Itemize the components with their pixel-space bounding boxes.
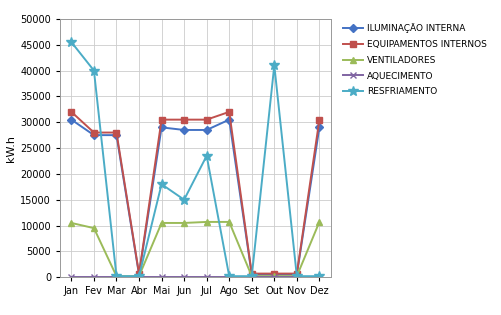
EQUIPAMENTOS INTERNOS — [181, 118, 187, 122]
AQUECIMENTO — [158, 275, 164, 278]
ILUMINAÇÃO INTERNA — [226, 118, 232, 122]
VENTILADORES — [113, 274, 119, 278]
Y-axis label: kW.h: kW.h — [6, 135, 16, 162]
RESFRIAMENTO — [158, 182, 164, 186]
EQUIPAMENTOS INTERNOS — [248, 272, 255, 276]
RESFRIAMENTO — [226, 274, 232, 278]
AQUECIMENTO — [317, 275, 323, 278]
AQUECIMENTO — [113, 275, 119, 278]
ILUMINAÇÃO INTERNA — [317, 125, 323, 129]
ILUMINAÇÃO INTERNA — [158, 125, 164, 129]
EQUIPAMENTOS INTERNOS — [68, 110, 74, 114]
VENTILADORES — [317, 220, 323, 224]
ILUMINAÇÃO INTERNA — [181, 128, 187, 132]
RESFRIAMENTO — [113, 274, 119, 278]
Line: VENTILADORES: VENTILADORES — [68, 218, 323, 280]
RESFRIAMENTO — [248, 274, 255, 278]
EQUIPAMENTOS INTERNOS — [317, 118, 323, 122]
RESFRIAMENTO — [317, 274, 323, 278]
ILUMINAÇÃO INTERNA — [113, 133, 119, 137]
AQUECIMENTO — [203, 275, 210, 278]
RESFRIAMENTO — [181, 198, 187, 202]
ILUMINAÇÃO INTERNA — [248, 273, 255, 277]
EQUIPAMENTOS INTERNOS — [158, 118, 164, 122]
RESFRIAMENTO — [294, 274, 300, 278]
VENTILADORES — [68, 221, 74, 225]
AQUECIMENTO — [226, 275, 232, 278]
ILUMINAÇÃO INTERNA — [68, 118, 74, 122]
ILUMINAÇÃO INTERNA — [294, 273, 300, 277]
VENTILADORES — [136, 274, 142, 278]
AQUECIMENTO — [294, 275, 300, 278]
VENTILADORES — [294, 274, 300, 278]
AQUECIMENTO — [68, 275, 74, 278]
VENTILADORES — [248, 274, 255, 278]
RESFRIAMENTO — [272, 64, 278, 67]
EQUIPAMENTOS INTERNOS — [136, 272, 142, 276]
EQUIPAMENTOS INTERNOS — [203, 118, 210, 122]
EQUIPAMENTOS INTERNOS — [226, 110, 232, 114]
Legend: ILUMINAÇÃO INTERNA, EQUIPAMENTOS INTERNOS, VENTILADORES, AQUECIMENTO, RESFRIAMEN: ILUMINAÇÃO INTERNA, EQUIPAMENTOS INTERNO… — [343, 23, 486, 96]
ILUMINAÇÃO INTERNA — [136, 273, 142, 277]
VENTILADORES — [226, 220, 232, 224]
RESFRIAMENTO — [91, 69, 97, 72]
VENTILADORES — [272, 274, 278, 278]
EQUIPAMENTOS INTERNOS — [91, 131, 97, 135]
VENTILADORES — [158, 221, 164, 225]
VENTILADORES — [91, 226, 97, 230]
Line: EQUIPAMENTOS INTERNOS: EQUIPAMENTOS INTERNOS — [69, 109, 322, 276]
ILUMINAÇÃO INTERNA — [91, 133, 97, 137]
EQUIPAMENTOS INTERNOS — [294, 272, 300, 276]
Line: AQUECIMENTO: AQUECIMENTO — [68, 273, 323, 280]
EQUIPAMENTOS INTERNOS — [272, 272, 278, 276]
AQUECIMENTO — [136, 275, 142, 278]
Line: RESFRIAMENTO: RESFRIAMENTO — [67, 37, 324, 281]
EQUIPAMENTOS INTERNOS — [113, 131, 119, 135]
Line: ILUMINAÇÃO INTERNA: ILUMINAÇÃO INTERNA — [69, 117, 322, 278]
AQUECIMENTO — [272, 275, 278, 278]
VENTILADORES — [203, 220, 210, 224]
ILUMINAÇÃO INTERNA — [203, 128, 210, 132]
AQUECIMENTO — [181, 275, 187, 278]
RESFRIAMENTO — [136, 274, 142, 278]
AQUECIMENTO — [91, 275, 97, 278]
RESFRIAMENTO — [68, 40, 74, 44]
ILUMINAÇÃO INTERNA — [272, 273, 278, 277]
RESFRIAMENTO — [203, 154, 210, 158]
VENTILADORES — [181, 221, 187, 225]
AQUECIMENTO — [248, 275, 255, 278]
